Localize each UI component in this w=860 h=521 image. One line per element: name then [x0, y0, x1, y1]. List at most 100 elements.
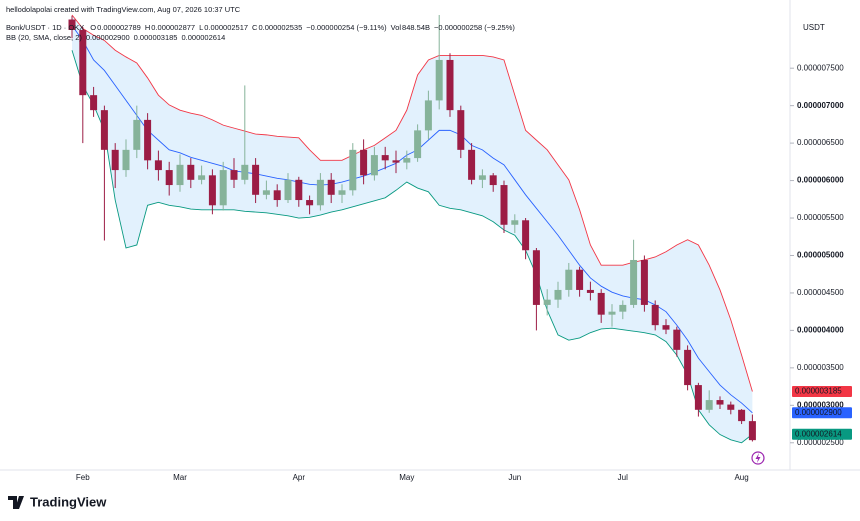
change: −0.000000254 (−9.11%) — [306, 23, 387, 32]
candle-body — [360, 149, 368, 176]
candle-body — [133, 119, 141, 150]
candle-body — [554, 289, 562, 300]
y-tick-label: 0.000007000 — [797, 101, 844, 110]
candle-body — [694, 385, 702, 410]
x-tick-label: Feb — [76, 473, 90, 482]
candle-body — [262, 190, 270, 195]
price-box-label: 0.000002900 — [795, 408, 842, 417]
candle-body — [403, 158, 411, 163]
symbol: Bonk/USDT · 1D · OKX — [6, 23, 84, 32]
candle-body — [468, 149, 476, 180]
candle-body — [640, 259, 648, 305]
price-box — [792, 428, 852, 440]
candle-body — [651, 304, 659, 326]
volume-change: −0.000000258 (−9.25%) — [434, 23, 515, 32]
candle-body — [122, 149, 130, 171]
bb-line — [71, 14, 753, 392]
bb-line — [71, 50, 753, 444]
candle-body — [727, 404, 735, 410]
bb-value: 0.000002900 — [86, 33, 130, 42]
icon-circle — [751, 451, 765, 465]
logo: TradingView — [8, 494, 107, 509]
lightning-icon — [751, 451, 765, 465]
candle-body — [446, 59, 454, 111]
candle-body — [748, 421, 756, 441]
ohlc-key: O — [90, 23, 96, 32]
candle-body — [284, 179, 292, 201]
candle-body — [532, 250, 540, 305]
y-tick-label: 0.000004000 — [797, 326, 844, 335]
candle-body — [381, 155, 389, 161]
y-tick-label: 0.000007500 — [797, 63, 844, 72]
candle-body — [565, 269, 573, 290]
ohlc-value: 0.000002517 — [204, 23, 248, 32]
candle-body — [187, 164, 195, 180]
x-tick-label: Mar — [173, 473, 187, 482]
bb-value: 0.000002614 — [181, 33, 225, 42]
candle-body — [111, 149, 119, 171]
bb-line — [71, 25, 753, 414]
candle-body — [457, 110, 465, 150]
ohlc-key: C — [252, 23, 258, 32]
candle-body — [219, 170, 227, 206]
y-tick-label: 0.000003500 — [797, 363, 844, 372]
candle-body — [273, 190, 281, 201]
y-tick-label: 0.000005000 — [797, 251, 844, 260]
candle-body — [176, 164, 184, 186]
header: hellodolapolai created with TradingView.… — [6, 5, 515, 42]
candle-body — [198, 175, 206, 180]
candle-body — [705, 400, 713, 410]
attribution: hellodolapolai created with TradingView.… — [6, 5, 241, 14]
candle-body — [738, 409, 746, 422]
ohlc-value: 0.000002789 — [97, 23, 141, 32]
candle-body — [370, 155, 378, 176]
candle-body — [586, 289, 594, 293]
candle-body — [414, 130, 422, 159]
candle-body — [327, 179, 335, 195]
logo-text: TradingView — [30, 494, 107, 509]
x-tick-label: Apr — [293, 473, 306, 482]
candle-body — [241, 164, 249, 180]
candle-body — [597, 292, 605, 315]
candle-body — [684, 349, 692, 386]
icon-bolt — [755, 453, 761, 463]
x-tick-label: May — [399, 473, 414, 482]
price-box-label: 0.000002614 — [795, 429, 842, 438]
logo-mark — [8, 496, 24, 509]
candle-body — [630, 259, 638, 305]
price-box-label: 0.000003185 — [795, 387, 842, 396]
band-fill — [72, 15, 753, 443]
y-tick-label: 0.000005500 — [797, 213, 844, 222]
candle-body — [424, 100, 432, 131]
candle-body — [716, 400, 724, 405]
volume: 848.54B — [402, 23, 430, 32]
candle-body — [435, 59, 443, 101]
candle-body — [165, 170, 173, 186]
candle-body — [154, 160, 162, 171]
x-tick-label: Jun — [508, 473, 521, 482]
candle-body — [478, 175, 486, 180]
y-tick-label: 0.000004500 — [797, 288, 844, 297]
y-tick-label: 0.000006000 — [797, 176, 844, 185]
candle-body — [100, 110, 108, 150]
candle-body — [673, 329, 681, 350]
candle-body — [338, 190, 346, 195]
candle-body — [295, 179, 303, 201]
candle-body — [500, 185, 508, 225]
y-tick-label: 0.000003000 — [797, 400, 844, 409]
x-tick-label: Aug — [734, 473, 748, 482]
price-box — [792, 385, 852, 397]
candle-body — [306, 200, 314, 206]
bb-label: BB (20, SMA, close, 2) — [6, 33, 82, 42]
candle-body — [576, 269, 584, 290]
plot-area — [68, 14, 756, 444]
candle-body — [90, 95, 98, 111]
ohlc-value: 0.000002877 — [151, 23, 195, 32]
candle-body — [230, 170, 238, 180]
candle-body — [489, 175, 497, 186]
candle-body — [144, 119, 152, 161]
candle-body — [619, 304, 627, 312]
